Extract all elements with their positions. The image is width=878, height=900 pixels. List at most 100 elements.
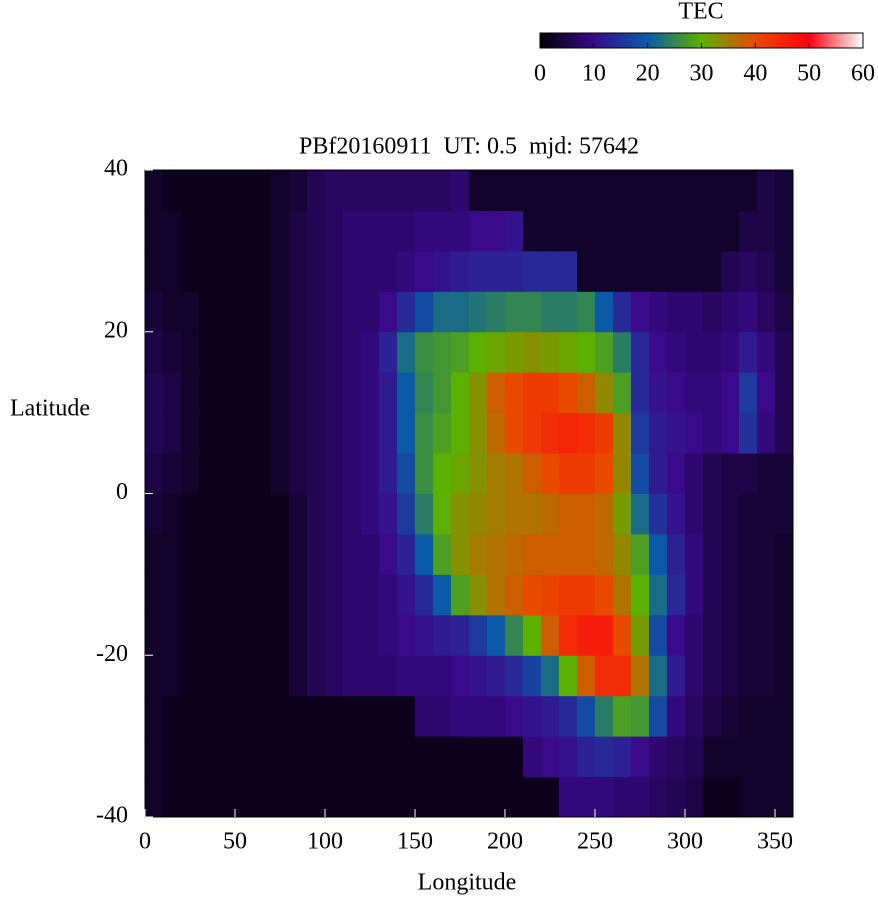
heatmap-cell [361,493,380,535]
heatmap-cell [325,736,344,778]
heatmap-cell [271,614,290,656]
x-tick-label: 150 [397,829,433,855]
heatmap-cell [487,533,506,575]
heatmap-cell [685,331,704,373]
heatmap-cell [631,695,650,737]
heatmap-cell [361,210,380,252]
heatmap-cell [361,453,380,494]
heatmap-cell [685,412,704,454]
heatmap-cell [757,170,776,211]
heatmap-cell [199,574,218,616]
heatmap-cell [523,776,542,818]
heatmap-cell [577,533,596,575]
heatmap-cell [343,453,362,494]
heatmap-cell [775,453,794,494]
heatmap-cell [577,695,596,737]
heatmap-cell [235,291,254,333]
heatmap-cell [217,776,236,818]
heatmap-cell [307,250,326,292]
heatmap-cell [703,412,722,454]
heatmap-cell [433,453,452,494]
heatmap-cell [649,453,668,494]
heatmap-cell [181,412,200,454]
heatmap-cell [397,776,416,818]
heatmap-cell [667,372,686,414]
heatmap-cell [595,655,614,697]
heatmap-cell [685,372,704,414]
x-tick-label: 0 [139,829,151,855]
heatmap-cell [559,170,578,211]
heatmap-cell [523,493,542,535]
heatmap-cell [163,574,182,616]
heatmap-cell [217,533,236,575]
heatmap-cell [343,372,362,414]
heatmap-cell [415,736,434,778]
heatmap-cell [343,776,362,818]
heatmap-cell [649,695,668,737]
heatmap-cell [217,453,236,494]
heatmap-cell [469,776,488,818]
heatmap-cell [649,291,668,333]
heatmap-cell [415,210,434,252]
heatmap-cell [631,614,650,656]
heatmap-cell [145,250,164,292]
heatmap-cell [397,736,416,778]
heatmap-cell [685,291,704,333]
heatmap-cell [181,170,200,211]
heatmap-cell [145,453,164,494]
heatmap-cell [433,372,452,414]
heatmap-cell [343,695,362,737]
heatmap-cell [253,776,272,818]
heatmap-cell [343,331,362,373]
heatmap-cell [199,291,218,333]
heatmap-cell [163,250,182,292]
heatmap-cell [757,493,776,535]
heatmap-cell [613,776,632,818]
heatmap-cell [469,736,488,778]
heatmap-cell [253,614,272,656]
heatmap-cell [163,736,182,778]
heatmap-cell [379,493,398,535]
heatmap-cell [775,614,794,656]
heatmap-cell [613,453,632,494]
heatmap-cell [253,291,272,333]
heatmap-cell [199,412,218,454]
heatmap-cell [505,655,524,697]
heatmap-cell [487,331,506,373]
heatmap-cell [235,776,254,818]
heatmap-cell [685,655,704,697]
heatmap-cell [199,372,218,414]
heatmap-cell [145,493,164,535]
heatmap-cell [667,776,686,818]
heatmap-cell [163,291,182,333]
heatmap-cell [397,372,416,414]
heatmap-cell [577,493,596,535]
heatmap-cell [451,331,470,373]
heatmap-cell [505,453,524,494]
heatmap-cell [559,655,578,697]
heatmap-cell [541,250,560,292]
heatmap-cell [775,372,794,414]
heatmap-cell [325,210,344,252]
heatmap-cell [343,614,362,656]
heatmap-cell [703,614,722,656]
heatmap-cell [523,372,542,414]
heatmap-cell [613,250,632,292]
heatmap-cell [721,331,740,373]
heatmap-cell [613,291,632,333]
heatmap-cell [271,574,290,616]
heatmap-cell [703,695,722,737]
heatmap-cell [559,736,578,778]
heatmap-cell [739,210,758,252]
heatmap-cell [559,695,578,737]
heatmap-cell [505,776,524,818]
heatmap-cell [145,655,164,697]
heatmap-cell [487,210,506,252]
heatmap-cell [433,614,452,656]
heatmap-cell [775,331,794,373]
y-tick-label: 40 [104,156,128,182]
heatmap-cell [433,291,452,333]
heatmap-cell [325,493,344,535]
heatmap-cell [649,250,668,292]
heatmap-cell [217,695,236,737]
